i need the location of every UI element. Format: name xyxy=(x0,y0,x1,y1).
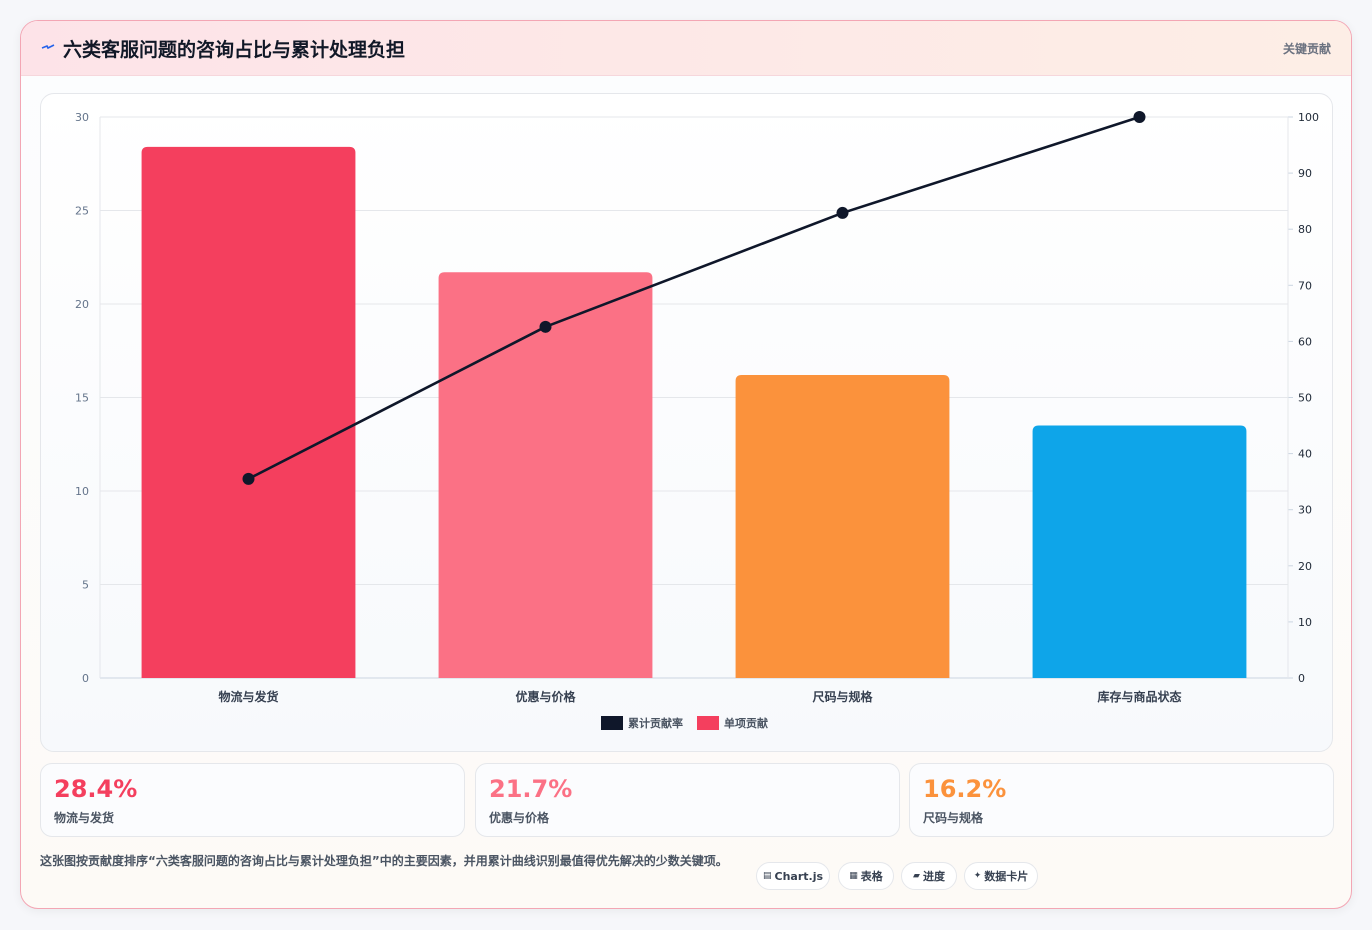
y-right-tick-label: 50 xyxy=(1298,392,1312,405)
y-right-tick-label: 10 xyxy=(1298,616,1312,629)
x-tick-label: 物流与发货 xyxy=(218,689,278,704)
bar xyxy=(141,146,356,679)
y-left-tick-label: 20 xyxy=(75,298,89,311)
stat-label: 尺码与规格 xyxy=(923,811,984,825)
chip-label: 进度 xyxy=(922,870,945,883)
cumulative-line xyxy=(247,115,1140,481)
x-tick-label: 库存与商品状态 xyxy=(1097,689,1181,704)
progress-icon: ▰ xyxy=(913,871,920,881)
card-header: 六类客服问题的咨询占比与累计处理负担 关键贡献 xyxy=(21,21,1351,76)
chip-chartjs[interactable]: ▤ Chart.js xyxy=(756,862,830,890)
chart-panel: 0 5 10 15 20 25 30 0 10 20 30 40 50 60 70 80 90 100 物流与发货 优… xyxy=(40,93,1333,752)
chip-progress[interactable]: ▰ 进度 xyxy=(901,862,957,890)
line-point xyxy=(539,320,552,333)
x-tick-label: 尺码与规格 xyxy=(812,689,873,704)
y-right-tick-label: 30 xyxy=(1298,504,1312,517)
y-left-tick-label: 30 xyxy=(75,111,89,124)
line-point xyxy=(836,206,849,219)
stat-card: 21.7% 优惠与价格 xyxy=(475,763,900,837)
chip-label: 表格 xyxy=(860,870,883,883)
chip-label: 数据卡片 xyxy=(984,870,1029,883)
chart-icon: ▤ xyxy=(762,871,772,881)
legend-label: 单项贡献 xyxy=(724,716,768,730)
y-left-tick-label: 25 xyxy=(75,205,89,218)
lightning-icon xyxy=(41,44,55,50)
y-right-tick-label: 90 xyxy=(1298,167,1312,180)
chip-table[interactable]: ▦ 表格 xyxy=(838,862,894,890)
table-icon: ▦ xyxy=(849,871,858,881)
chart-title: 六类客服问题的咨询占比与累计处理负担 xyxy=(63,39,406,61)
legend-swatch xyxy=(697,716,719,730)
y-left-tick-label: 15 xyxy=(75,392,89,405)
bar xyxy=(735,375,950,678)
y-right-tick-label: 60 xyxy=(1298,335,1312,348)
stat-value: 16.2% xyxy=(923,775,1007,803)
stat-label: 优惠与价格 xyxy=(489,811,550,825)
chip-label: Chart.js xyxy=(774,869,824,883)
bar xyxy=(1032,425,1247,678)
sparkle-icon: ✦ xyxy=(973,871,982,881)
legend-swatch xyxy=(601,716,623,730)
y-right-tick-label: 100 xyxy=(1298,111,1319,124)
line-point xyxy=(1133,111,1146,123)
stat-card: 16.2% 尺码与规格 xyxy=(909,763,1334,837)
pareto-chart: 0 5 10 15 20 25 30 0 10 20 30 40 50 60 70 80 90 100 物流与发货 优… xyxy=(75,111,1319,730)
y-right-tick-label: 70 xyxy=(1298,279,1312,292)
chart-card: 六类客服问题的咨询占比与累计处理负担 关键贡献 0 5 10 15 20 25 30 0 10 2… xyxy=(20,20,1352,909)
y-left-tick-label: 0 xyxy=(82,672,89,685)
header-tag[interactable]: 关键贡献 xyxy=(1282,42,1331,56)
y-right-tick-label: 0 xyxy=(1298,672,1305,685)
stat-value: 21.7% xyxy=(489,775,573,803)
line-point xyxy=(242,472,255,485)
chart-description: 这张图按贡献度排序“六类客服问题的咨询占比与累计处理负担”中的主要因素，并用累计… xyxy=(40,854,728,868)
chip-data-card[interactable]: ✦ 数据卡片 xyxy=(964,862,1038,890)
x-tick-label: 优惠与价格 xyxy=(515,689,576,704)
legend-label: 累计贡献率 xyxy=(628,716,683,730)
stat-value: 28.4% xyxy=(54,775,138,803)
y-left-tick-label: 10 xyxy=(75,485,89,498)
stat-label: 物流与发货 xyxy=(54,811,115,825)
stat-card: 28.4% 物流与发货 xyxy=(40,763,465,837)
y-left-tick-label: 5 xyxy=(82,579,89,592)
bar xyxy=(438,272,653,678)
y-right-tick-label: 40 xyxy=(1298,448,1312,461)
y-right-tick-label: 80 xyxy=(1298,223,1312,236)
y-right-tick-label: 20 xyxy=(1298,560,1312,573)
